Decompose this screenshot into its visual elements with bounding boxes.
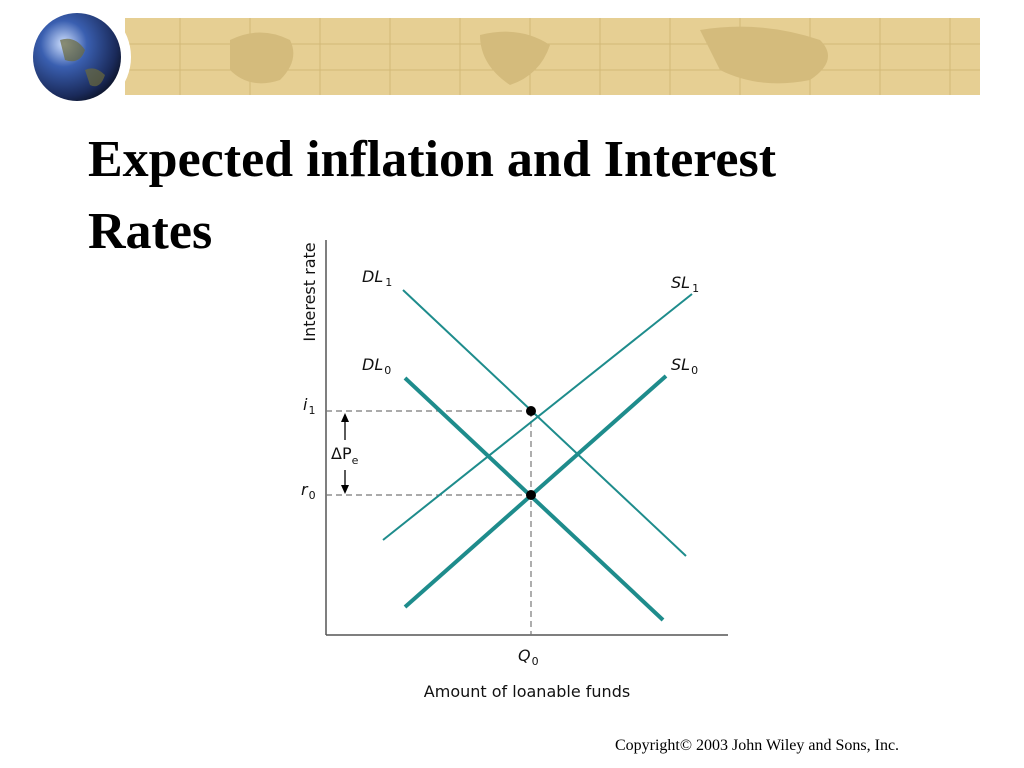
- rate-label: i1: [303, 395, 315, 417]
- diagram: Interest rate Amount of loanable funds D…: [300, 240, 728, 701]
- curve-label: DL0: [362, 355, 391, 377]
- curve-label: SL0: [671, 355, 698, 377]
- banner: [23, 3, 980, 111]
- demand-curve: [402, 289, 687, 557]
- slide-title: Expected inflation and Interest Rates: [88, 131, 777, 260]
- curve-label: DL 1: [362, 267, 392, 289]
- change-arrow: [341, 413, 349, 494]
- supply-curve: [382, 293, 693, 541]
- rate-label: r0: [301, 480, 316, 502]
- quantity-label: Q0: [518, 646, 539, 668]
- supply-curve: [403, 374, 668, 609]
- y-axis-label: Interest rate: [300, 242, 319, 341]
- change-label: ΔPe: [331, 444, 359, 467]
- curve-label: SL 1: [671, 273, 699, 295]
- equilibrium-point: [526, 490, 536, 500]
- copyright: Copyright© 2003 John Wiley and Sons, Inc…: [615, 737, 899, 754]
- x-axis-label: Amount of loanable funds: [424, 682, 630, 701]
- equilibrium-point: [526, 406, 536, 416]
